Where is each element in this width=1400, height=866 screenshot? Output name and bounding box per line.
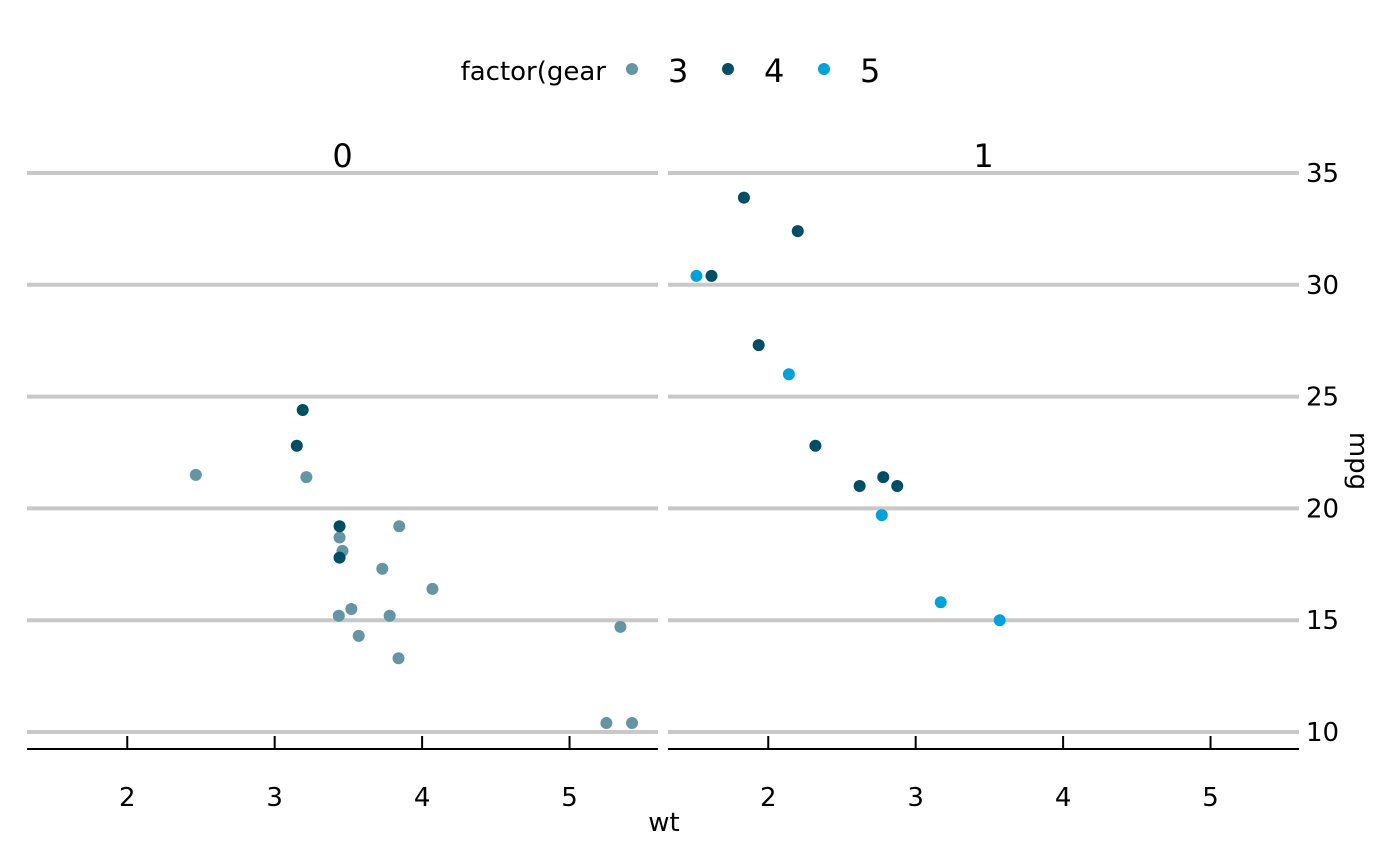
data-point-gear-5 bbox=[993, 614, 1006, 627]
data-point-gear-4 bbox=[752, 339, 765, 352]
legend-key-4 bbox=[722, 63, 734, 75]
x-tick-label: 4 bbox=[414, 783, 431, 813]
data-point-gear-5 bbox=[782, 368, 795, 381]
data-point-gear-3 bbox=[333, 531, 346, 544]
legend-label-4: 4 bbox=[764, 52, 784, 90]
data-point-gear-3 bbox=[383, 609, 396, 622]
x-tick-label: 3 bbox=[266, 783, 283, 813]
data-point-gear-3 bbox=[352, 629, 365, 642]
legend-title: factor(gear bbox=[461, 57, 607, 87]
legend-label-5: 5 bbox=[860, 52, 880, 90]
x-tick-label: 2 bbox=[760, 783, 777, 813]
y-axis-title: mpg bbox=[1343, 432, 1373, 490]
y-tick-label: 25 bbox=[1306, 383, 1339, 413]
facets: 0 2 3 4 5 1 2 3 4 5 bbox=[27, 137, 1299, 813]
facet-strip-label: 0 bbox=[332, 137, 352, 175]
data-point-gear-5 bbox=[934, 596, 947, 609]
data-point-gear-3 bbox=[376, 562, 389, 575]
y-tick-label: 20 bbox=[1306, 494, 1339, 524]
legend-key-3 bbox=[626, 63, 638, 75]
data-point-gear-3 bbox=[189, 468, 202, 481]
facet-strip-label: 1 bbox=[973, 137, 993, 175]
legend-label-3: 3 bbox=[668, 52, 688, 90]
facet-panel-0: 0 2 3 4 5 bbox=[27, 137, 658, 813]
data-point-gear-4 bbox=[296, 404, 309, 417]
data-point-gear-3 bbox=[614, 620, 627, 633]
x-tick-label: 5 bbox=[1202, 783, 1219, 813]
data-point-gear-5 bbox=[875, 509, 888, 522]
data-point-gear-3 bbox=[626, 717, 639, 730]
data-point-gear-5 bbox=[690, 269, 703, 282]
y-tick-label: 10 bbox=[1306, 718, 1339, 748]
x-tick-label: 2 bbox=[119, 783, 136, 813]
legend: factor(gear 3 4 5 bbox=[461, 52, 881, 90]
data-point-gear-4 bbox=[290, 439, 303, 452]
data-point-gear-4 bbox=[891, 480, 904, 493]
data-point-gear-3 bbox=[600, 717, 613, 730]
data-point-gear-4 bbox=[737, 191, 750, 204]
legend-key-5 bbox=[818, 63, 830, 75]
data-point-gear-4 bbox=[333, 520, 346, 533]
data-point-gear-4 bbox=[809, 439, 822, 452]
data-point-gear-3 bbox=[300, 471, 313, 484]
y-tick-label: 15 bbox=[1306, 606, 1339, 636]
data-point-gear-4 bbox=[853, 480, 866, 493]
data-point-gear-4 bbox=[791, 225, 804, 238]
data-point-gear-3 bbox=[393, 520, 406, 533]
data-point-gear-4 bbox=[705, 269, 718, 282]
data-point-gear-4 bbox=[877, 471, 890, 484]
data-point-gear-3 bbox=[392, 652, 405, 665]
y-tick-label: 35 bbox=[1306, 159, 1339, 189]
x-axis-title: wt bbox=[648, 808, 679, 838]
x-tick-label: 4 bbox=[1055, 783, 1072, 813]
data-point-gear-3 bbox=[345, 603, 358, 616]
y-axis: 10 15 20 25 30 35 bbox=[1306, 159, 1339, 748]
data-point-gear-3 bbox=[332, 609, 345, 622]
facet-panel-1: 1 2 3 4 5 bbox=[668, 137, 1299, 813]
data-point-gear-3 bbox=[426, 582, 439, 595]
y-tick-label: 30 bbox=[1306, 271, 1339, 301]
data-point-gear-4 bbox=[333, 551, 346, 564]
x-tick-label: 5 bbox=[561, 783, 578, 813]
x-tick-label: 3 bbox=[907, 783, 924, 813]
